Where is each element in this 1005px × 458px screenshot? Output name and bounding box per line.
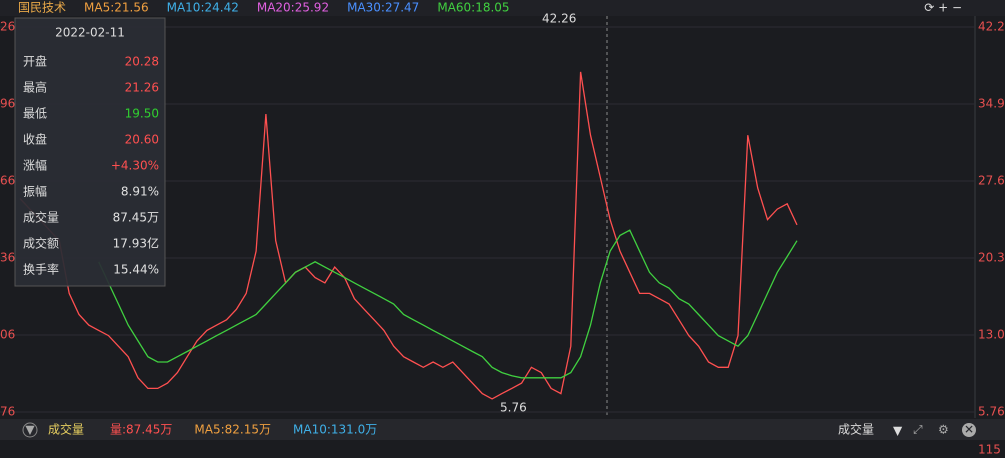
max-annotation: 42.26 — [542, 12, 576, 26]
y-tick-label: 42.26 — [978, 20, 1005, 34]
close-icon[interactable]: ✕ — [964, 423, 974, 437]
dropdown-icon[interactable]: ▼ — [893, 424, 903, 438]
tooltip-label: 最高 — [23, 80, 47, 95]
left-tick-label: 96 — [0, 97, 15, 111]
legend-item: MA5:21.56 — [84, 1, 149, 15]
tooltip-label: 振幅 — [23, 184, 47, 199]
collapse-icon[interactable]: ▼ — [25, 423, 35, 437]
tooltip-value: 17.93亿 — [113, 236, 159, 251]
legend-item: MA20:25.92 — [257, 1, 329, 15]
tooltip-value: 20.28 — [125, 55, 159, 69]
legend-item: MA60:18.05 — [437, 1, 509, 15]
y-tick-label: 20.3 — [978, 251, 1005, 265]
expand-icon[interactable]: ⤢ — [912, 423, 923, 437]
volume-legend: MA10:131.0万 — [293, 423, 377, 437]
left-tick-label: 06 — [0, 328, 15, 342]
y-tick-label: 13.0 — [978, 328, 1005, 342]
y-tick-label: 27.6 — [978, 174, 1005, 188]
tooltip-label: 开盘 — [23, 54, 47, 69]
tooltip-value: 21.26 — [125, 81, 159, 95]
tooltip-value: 8.91% — [121, 185, 159, 199]
tooltip-value: 20.60 — [125, 133, 159, 147]
legend-item: MA30:27.47 — [347, 1, 419, 15]
close-button[interactable] — [962, 423, 976, 437]
legend-item: MA10:24.42 — [167, 1, 239, 15]
toolbar-icons[interactable]: ⟳ + − — [924, 1, 962, 15]
price-line — [98, 229, 798, 379]
collapse-button[interactable] — [22, 422, 38, 438]
tooltip-label: 最低 — [23, 107, 47, 121]
volume-legend: MA5:82.15万 — [194, 423, 271, 437]
legend-bar — [0, 0, 1005, 16]
price-line — [19, 71, 798, 400]
left-tick-label: 76 — [0, 405, 15, 419]
tooltip-label: 涨幅 — [23, 158, 47, 173]
tooltip-label: 成交额 — [23, 236, 59, 251]
tooltip-box — [14, 17, 166, 287]
tooltip-label: 成交量 — [23, 210, 59, 225]
tooltip-date: 2022-02-11 — [55, 26, 125, 40]
left-tick-label: 36 — [0, 251, 15, 265]
volume-selector[interactable]: 成交量 — [838, 422, 874, 437]
tooltip-value: 19.50 — [125, 107, 159, 121]
y-tick-label: 5.76 — [978, 405, 1005, 419]
tooltip-value: +4.30% — [111, 159, 159, 173]
tooltip-label: 换手率 — [23, 262, 59, 277]
volume-bar — [0, 419, 1005, 440]
y-tick-label: 34.9 — [978, 97, 1005, 111]
tooltip: 2022-02-11 开盘 20.28 最高 21.26 最低 19.50 收盘 20.60 涨… — [14, 17, 166, 287]
tooltip-value: 15.44% — [113, 263, 159, 277]
left-tick-label: 26 — [0, 20, 15, 34]
legend-item: 国民技术 — [18, 1, 66, 15]
min-annotation: 5.76 — [500, 401, 527, 415]
volume-title: 成交量 — [48, 422, 84, 437]
volume-axis-label: 115 — [978, 443, 1001, 457]
tooltip-value: 87.45万 — [113, 211, 159, 225]
volume-legend: 量:87.45万 — [110, 423, 172, 437]
left-tick-label: 66 — [0, 174, 15, 188]
settings-icon[interactable]: ⚙ — [938, 423, 949, 437]
tooltip-label: 收盘 — [23, 132, 47, 147]
